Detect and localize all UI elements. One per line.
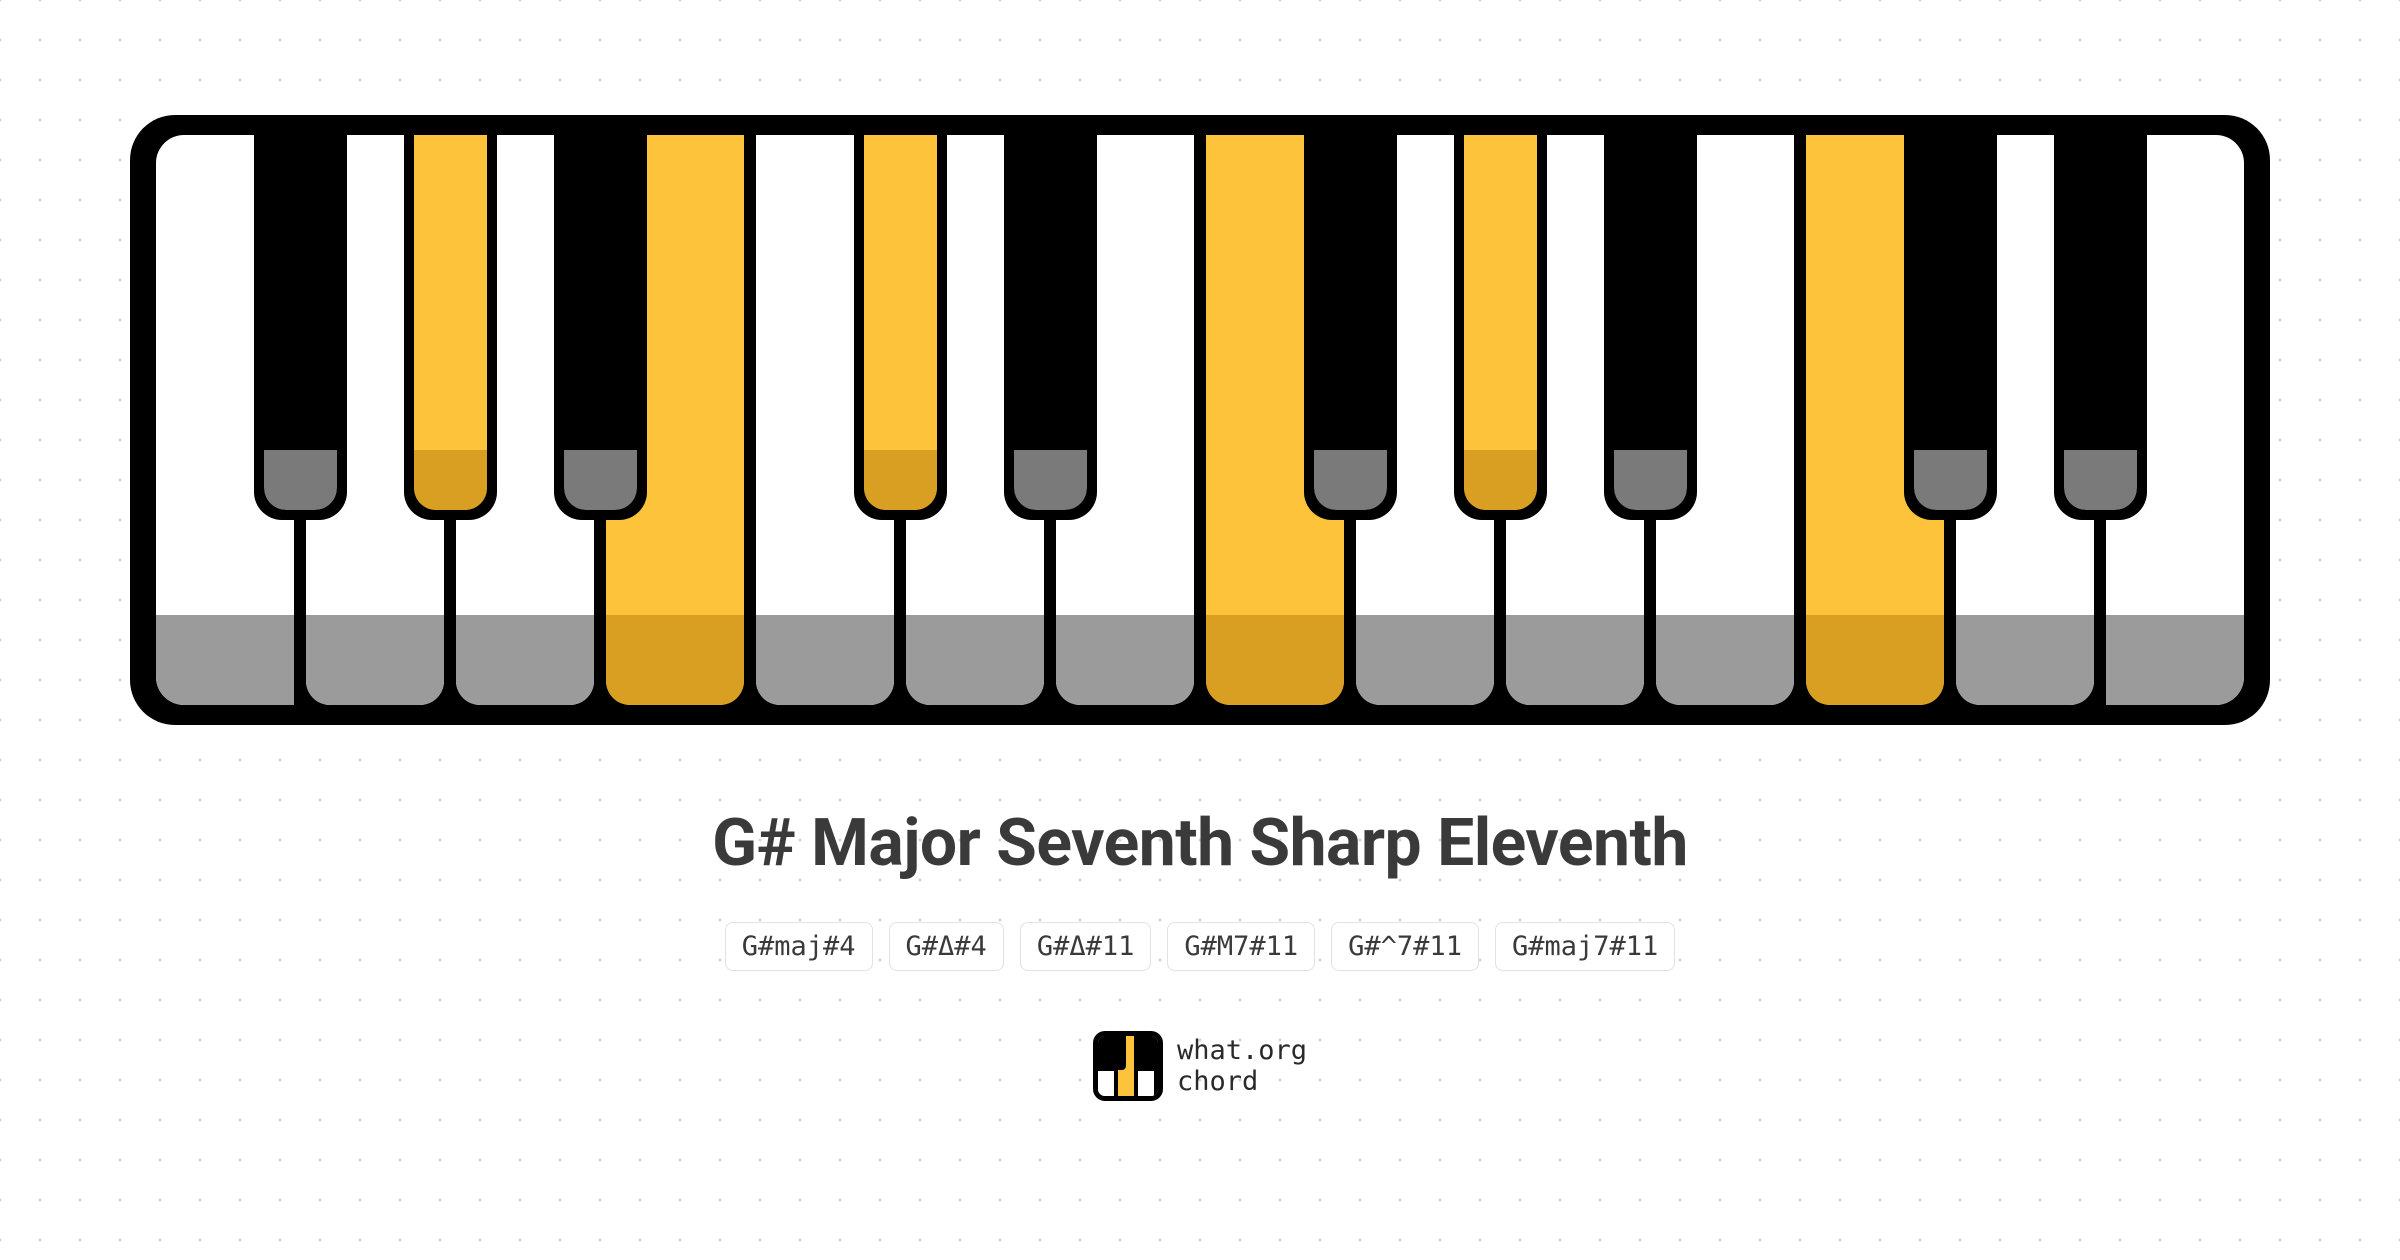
logo-line-1: what.org	[1177, 1035, 1307, 1066]
logo-mini-black-key	[1135, 1036, 1146, 1070]
white-key	[1800, 135, 1950, 705]
white-key	[750, 135, 900, 705]
white-key	[2100, 135, 2250, 705]
chord-title: G# Major Seventh Sharp Eleventh	[712, 805, 1688, 882]
white-key	[1500, 135, 1650, 705]
piano-keyboard	[130, 115, 2270, 725]
white-key	[1950, 135, 2100, 705]
chord-alias: G#M7#11	[1167, 922, 1315, 971]
chord-alias: G#maj7#11	[1495, 922, 1675, 971]
white-key	[900, 135, 1050, 705]
white-key	[1650, 135, 1800, 705]
white-key	[600, 135, 750, 705]
logo-mini-black-key	[1115, 1036, 1126, 1070]
white-key	[1050, 135, 1200, 705]
logo-keys-icon	[1093, 1031, 1163, 1101]
logo-text: what.org chord	[1177, 1035, 1307, 1097]
white-key	[150, 135, 300, 705]
chord-alias: G#^7#11	[1331, 922, 1479, 971]
chord-alias: G#Δ#4	[889, 922, 1004, 971]
white-key	[450, 135, 600, 705]
white-key	[300, 135, 450, 705]
chord-alias: G#Δ#11	[1020, 922, 1152, 971]
chord-alias: G#maj#4	[725, 922, 873, 971]
keyboard-inner	[150, 135, 2250, 705]
chord-aliases: G#maj#4 G#Δ#4 G#Δ#11 G#M7#11 G#^7#11 G#maj7#1…	[725, 922, 1676, 971]
logo-line-2: chord	[1177, 1066, 1307, 1097]
site-logo: what.org chord	[1093, 1031, 1307, 1101]
white-key	[1200, 135, 1350, 705]
white-key	[1350, 135, 1500, 705]
white-keys-row	[150, 135, 2250, 705]
